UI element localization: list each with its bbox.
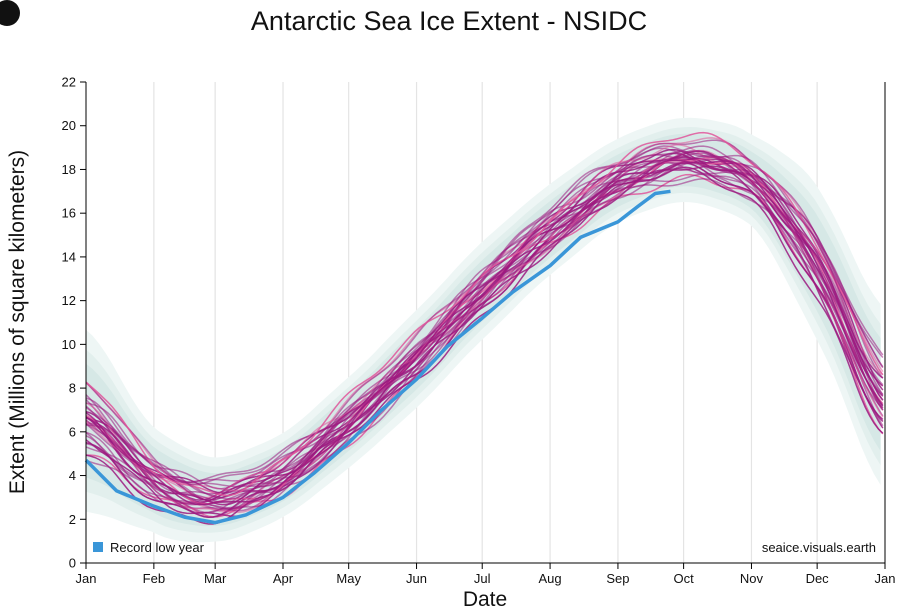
y-tick-label: 16 — [62, 206, 76, 221]
y-tick-label: 10 — [62, 337, 76, 352]
year-line — [85, 150, 884, 495]
x-tick-label: Jul — [474, 571, 491, 586]
past-years-lines — [85, 131, 884, 525]
x-tick-label: May — [336, 571, 361, 586]
x-tick-label: Feb — [143, 571, 165, 586]
y-tick-label: 22 — [62, 75, 76, 90]
axes: 0 2 4 6 8 10 12 14 16 18 20 22 Jan Feb Mar Apr May Jun Jul… — [62, 75, 896, 587]
x-tick-label: Jan — [76, 571, 97, 586]
y-tick-label: 12 — [62, 293, 76, 308]
year-line — [85, 131, 884, 497]
envelope-band — [86, 117, 881, 543]
y-axis-label: Extent (Millions of square kilometers) — [6, 150, 29, 494]
x-tick-label: Mar — [204, 571, 227, 586]
y-tick-label: 6 — [69, 424, 76, 439]
x-axis-label: Date — [463, 588, 507, 611]
chart-title: Antarctic Sea Ice Extent - NSIDC — [250, 6, 648, 36]
x-tick-label: Apr — [273, 571, 294, 586]
y-tick-label: 4 — [69, 468, 76, 483]
year-line — [85, 145, 884, 486]
year-line — [85, 162, 884, 518]
y-tick-label: 14 — [62, 249, 76, 264]
x-tick-label: Sep — [606, 571, 629, 586]
legend-label-record-low: Record low year — [110, 540, 205, 555]
credit-text: seaice.visuals.earth — [762, 540, 876, 555]
y-tick-label: 18 — [62, 162, 76, 177]
record-low-line — [84, 189, 671, 525]
year-line — [85, 167, 884, 514]
year-line — [85, 165, 884, 518]
year-line — [85, 139, 884, 488]
envelope-band — [86, 133, 881, 527]
y-tick-label: 0 — [69, 556, 76, 571]
year-line — [85, 173, 884, 500]
y-tick-label: 8 — [69, 381, 76, 396]
y-tick-label: 20 — [62, 118, 76, 133]
x-tick-label: Oct — [673, 571, 694, 586]
x-tick-label: Aug — [539, 571, 562, 586]
year-line — [85, 159, 884, 506]
y-tick-label: 2 — [69, 512, 76, 527]
x-tick-label: Jan — [875, 571, 896, 586]
x-tick-label: Nov — [740, 571, 764, 586]
record-low-series — [84, 189, 671, 525]
x-tick-label: Jun — [406, 571, 427, 586]
logo-circle — [0, 0, 20, 26]
legend-swatch-record-low — [93, 542, 103, 552]
legend: Record low year — [93, 540, 205, 555]
x-tick-label: Dec — [806, 571, 830, 586]
year-line — [85, 149, 884, 490]
